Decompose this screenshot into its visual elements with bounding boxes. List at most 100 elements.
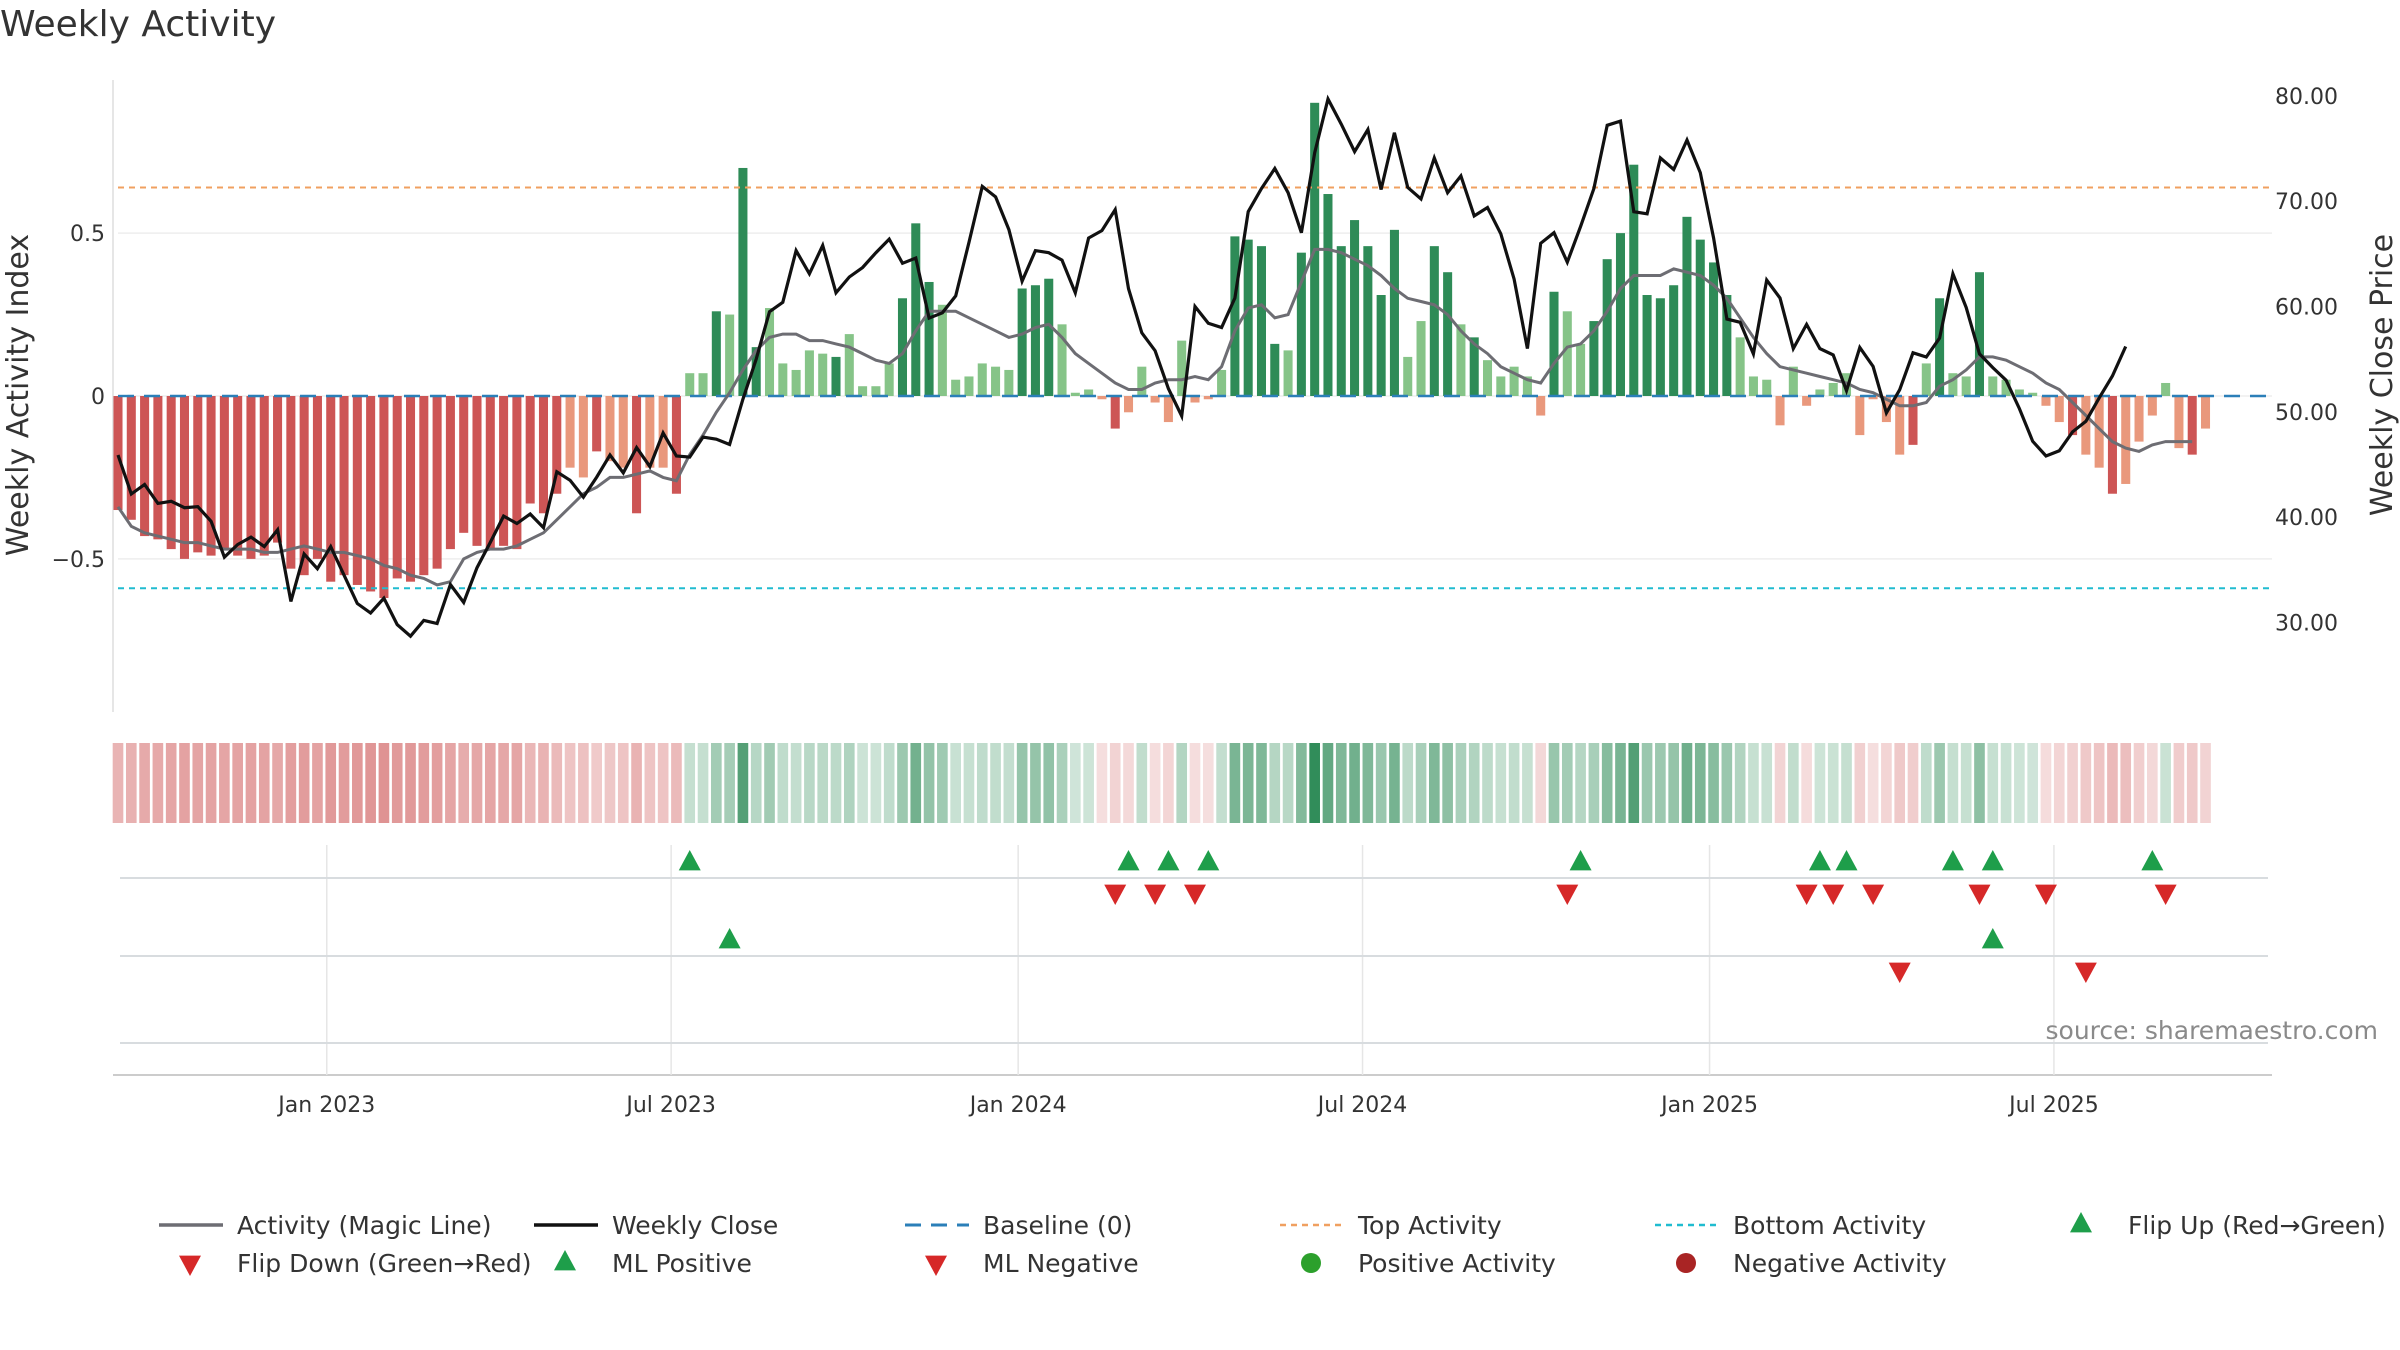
heat-cell (1389, 743, 1400, 823)
heat-cell (750, 743, 762, 823)
legend-label: Baseline (0) (983, 1211, 1132, 1240)
activity-bar (312, 396, 322, 559)
y2-tick-label: 30.00 (2275, 611, 2338, 636)
heat-cell (1442, 743, 1453, 823)
activity-bar (1336, 246, 1346, 396)
heat-cell (1615, 743, 1626, 823)
heat-cell (338, 743, 350, 823)
heat-cell (1655, 743, 1666, 823)
heat-cell (644, 743, 656, 823)
heat-cell (511, 743, 523, 823)
activity-bar (1921, 363, 1931, 396)
heat-cell (843, 743, 855, 823)
activity-bar (1017, 288, 1027, 396)
activity-bar (1110, 396, 1120, 429)
flip-up-marker (1157, 850, 1180, 871)
heat-cell (1123, 743, 1134, 823)
heat-cell (950, 743, 961, 823)
heat-cell (830, 743, 842, 823)
heat-cell (272, 743, 283, 823)
heat-cell (524, 743, 536, 823)
activity-bar (1549, 291, 1559, 396)
activity-bar (991, 366, 1001, 396)
heat-cell (1522, 743, 1533, 823)
activity-bar (778, 363, 788, 396)
activity-bar (1974, 272, 1985, 396)
activity-bar (1682, 216, 1692, 396)
activity-bar (1522, 376, 1532, 396)
heat-cell (1841, 743, 1852, 823)
ml-negative-marker (1888, 962, 1911, 983)
flip-up-marker (2141, 850, 2164, 871)
heat-cell (2040, 743, 2052, 823)
activity-bar (1030, 285, 1040, 396)
heat-cell (1641, 743, 1653, 823)
heat-cell (1309, 743, 1320, 823)
heat-cell (2053, 743, 2065, 823)
heat-cell (1934, 743, 1945, 823)
activity-bar (1562, 311, 1572, 396)
heat-cell (2067, 743, 2078, 823)
heat-cell (617, 743, 629, 823)
heat-cell (1601, 743, 1613, 823)
activity-bar (1748, 376, 1758, 396)
activity-bar (2001, 379, 2011, 396)
activity-bar (552, 396, 562, 494)
flip-up-marker (678, 850, 701, 871)
heat-cell (484, 743, 496, 823)
activity-bar (419, 396, 429, 576)
activity-bar (2081, 396, 2091, 455)
activity-heat-strip (112, 743, 2211, 823)
heat-cell (152, 743, 164, 823)
heat-cell (1149, 743, 1161, 823)
signal-lanes (120, 877, 2268, 1044)
activity-bar (1722, 295, 1732, 396)
heat-cell (1907, 743, 1919, 823)
heat-cell (1096, 743, 1108, 823)
legend-item-top: Top Activity (1280, 1211, 1502, 1240)
heat-cell (1296, 743, 1307, 823)
heat-cell (1508, 743, 1520, 823)
activity-bar (844, 334, 854, 396)
heat-cell (790, 743, 802, 823)
activity-bar (1828, 382, 1838, 396)
heat-cell (1668, 743, 1679, 823)
activity-bar (2121, 396, 2131, 484)
flip-up-marker (1808, 850, 1831, 871)
activity-bar (1895, 396, 1905, 455)
heat-cell (764, 743, 775, 823)
legend-label: Positive Activity (1358, 1249, 1556, 1278)
heat-cell (405, 743, 416, 823)
heat-cell (1548, 743, 1560, 823)
heat-cell (1349, 743, 1360, 823)
activity-bar (2187, 396, 2197, 455)
heat-cell (1269, 743, 1281, 823)
activity-bar (618, 396, 628, 468)
activity-bar (538, 396, 549, 514)
heat-cell (1734, 743, 1746, 823)
heat-cell (1282, 743, 1294, 823)
activity-bar (1363, 246, 1373, 396)
legend-label: Weekly Close (612, 1211, 778, 1240)
heat-cell (578, 743, 589, 823)
ml-negative-marker (2074, 962, 2097, 983)
activity-bar (153, 396, 163, 540)
heat-cell (365, 743, 376, 823)
heat-cell (2173, 743, 2185, 823)
y-tick-label: −0.5 (52, 548, 105, 573)
legend-swatch (554, 1250, 576, 1271)
legend-item-close: Weekly Close (534, 1211, 778, 1240)
x-tick-label: Jul 2023 (624, 1093, 716, 1118)
heat-cell (817, 743, 829, 823)
heat-cell (1056, 743, 1068, 823)
activity-bar (2068, 396, 2078, 436)
activity-bar (791, 369, 801, 396)
heat-cell (2160, 743, 2171, 823)
activity-bar (1403, 356, 1413, 396)
activity-bar (565, 396, 575, 468)
legend-label: ML Positive (612, 1249, 752, 1278)
x-tick-label: Jan 2024 (968, 1093, 1067, 1118)
heat-cell (1189, 743, 1201, 823)
activity-bar (140, 396, 150, 537)
heat-cell (1788, 743, 1799, 823)
